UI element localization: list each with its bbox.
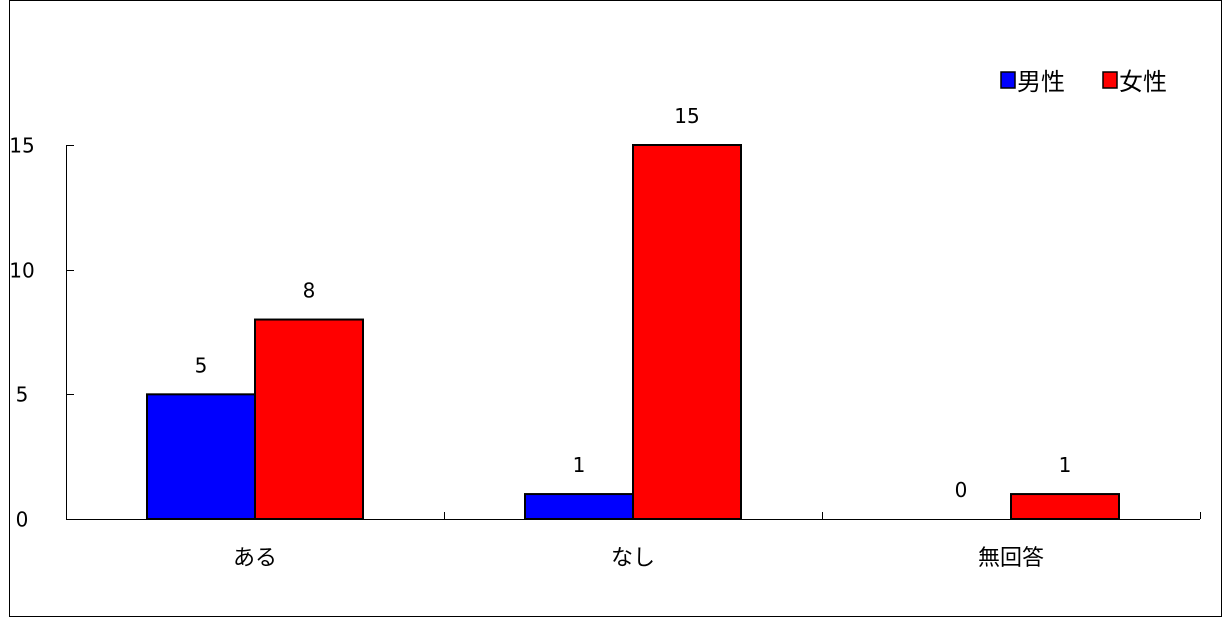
bar-female: [632, 144, 742, 520]
category-label: 無回答: [978, 546, 1044, 571]
bar-male: [524, 493, 634, 521]
y-tick-label: 15: [9, 134, 34, 158]
legend-swatch-female: [1102, 71, 1118, 89]
data-label: 8: [303, 279, 316, 303]
category-label: なし: [611, 546, 655, 571]
data-label: 15: [674, 104, 699, 128]
legend-label-male: 男性: [1017, 68, 1065, 96]
category-labels: ある なし 無回答: [233, 546, 1044, 571]
y-tick-label: 10: [9, 259, 34, 283]
data-label: 1: [573, 453, 586, 477]
bar-female: [1010, 493, 1120, 521]
bar-male: [146, 393, 256, 521]
bars: [146, 144, 1120, 521]
legend-swatch-male: [1000, 71, 1016, 89]
category-label: ある: [233, 546, 277, 571]
data-label: 5: [195, 353, 208, 377]
y-axis-ticks: 0 5 10 15: [9, 134, 74, 532]
y-tick-label: 0: [16, 508, 29, 532]
y-tick-label: 5: [16, 383, 29, 407]
legend-label-female: 女性: [1119, 68, 1167, 96]
data-labels: 5 8 1 15 0 1: [195, 104, 1072, 502]
data-label: 1: [1059, 453, 1072, 477]
bar-female: [254, 318, 364, 520]
x-axis-ticks: [444, 512, 1201, 519]
legend: 男性 女性: [1000, 68, 1167, 96]
data-label: 0: [955, 478, 968, 502]
